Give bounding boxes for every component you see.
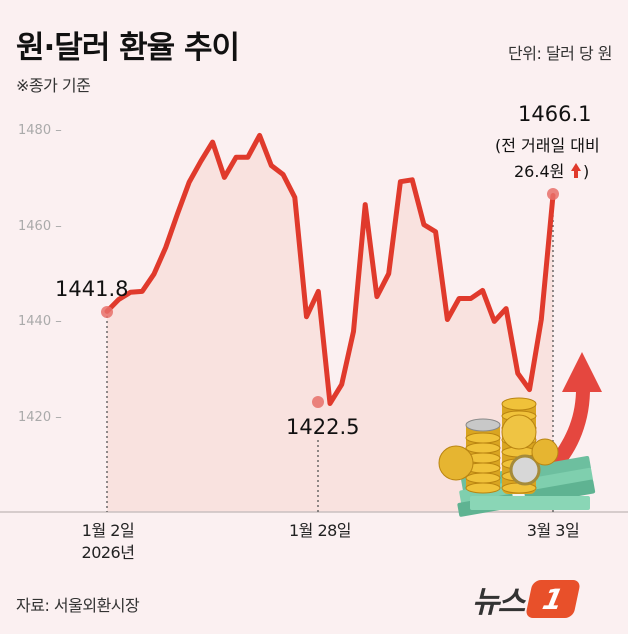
exchange-rate-line xyxy=(104,132,556,406)
logo-badge-icon: 1 xyxy=(525,580,582,618)
x-label-mid: 1월 28일 xyxy=(288,521,352,540)
end-value-label: 1466.1 xyxy=(518,102,591,126)
x-label-start-year: 2026년 xyxy=(81,543,135,562)
y-tick-1440: 1440 – xyxy=(18,314,62,329)
x-label-start: 1월 2일 2026년 xyxy=(70,520,146,564)
x-label-start-date: 1월 2일 xyxy=(81,521,135,540)
unit-label: 단위: 달러 당 원 xyxy=(508,44,612,63)
y-tick-1460: 1460 – xyxy=(18,219,62,234)
chart-title: 원·달러 환율 추이 xyxy=(16,30,240,66)
end-note-line1: (전 거래일 대비 xyxy=(495,136,600,155)
y-tick-1420: 1420 – xyxy=(18,410,62,425)
money-illustration-icon xyxy=(438,352,602,517)
low-point-marker xyxy=(312,396,324,408)
start-point-marker xyxy=(101,306,113,318)
end-note-line2: 26.4원 xyxy=(514,162,564,181)
source-label: 자료: 서울외환시장 xyxy=(16,596,140,615)
area-fill xyxy=(107,135,553,512)
low-value-label: 1422.5 xyxy=(286,415,359,439)
news1-logo: 뉴스 1 xyxy=(472,578,614,620)
y-tick-1480: 1480 – xyxy=(18,123,62,138)
end-note-close: ) xyxy=(583,162,589,181)
start-value-label: 1441.8 xyxy=(55,277,128,301)
x-label-end: 3월 3일 xyxy=(526,521,580,540)
chart-subtitle: ※종가 기준 xyxy=(16,76,91,95)
logo-text: 뉴스 xyxy=(472,585,525,620)
end-point-marker xyxy=(547,188,559,200)
up-arrow-icon xyxy=(571,163,581,178)
